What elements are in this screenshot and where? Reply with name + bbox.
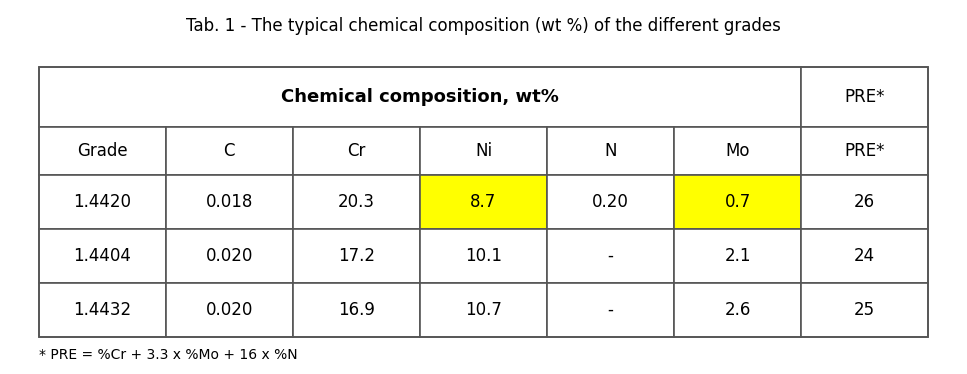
Text: 20.3: 20.3 <box>337 193 375 211</box>
Text: * PRE = %Cr + 3.3 x %Mo + 16 x %N: * PRE = %Cr + 3.3 x %Mo + 16 x %N <box>39 348 297 362</box>
Text: 25: 25 <box>854 301 875 319</box>
Bar <box>39 283 165 337</box>
Bar <box>39 67 928 337</box>
Bar <box>674 126 802 175</box>
Text: 1.4432: 1.4432 <box>73 301 132 319</box>
Bar <box>165 283 293 337</box>
Bar <box>165 229 293 283</box>
Text: 0.7: 0.7 <box>724 193 750 211</box>
Bar <box>547 126 674 175</box>
Bar <box>293 175 420 229</box>
Text: Chemical composition, wt%: Chemical composition, wt% <box>281 88 559 106</box>
Bar <box>420 283 547 337</box>
Text: 1.4420: 1.4420 <box>73 193 132 211</box>
Bar <box>420 126 547 175</box>
Text: 2.6: 2.6 <box>724 301 750 319</box>
Bar <box>802 283 928 337</box>
Text: 0.018: 0.018 <box>206 193 253 211</box>
Text: 24: 24 <box>854 247 875 265</box>
Text: 0.020: 0.020 <box>206 247 253 265</box>
Bar <box>802 229 928 283</box>
Text: 8.7: 8.7 <box>470 193 497 211</box>
Text: Mo: Mo <box>725 142 750 160</box>
Text: PRE*: PRE* <box>844 88 885 106</box>
Text: Grade: Grade <box>77 142 128 160</box>
Text: 10.7: 10.7 <box>465 301 502 319</box>
Bar <box>165 126 293 175</box>
Bar <box>802 126 928 175</box>
Text: 10.1: 10.1 <box>465 247 502 265</box>
Bar <box>420 175 547 229</box>
Text: 0.020: 0.020 <box>206 301 253 319</box>
Text: Tab. 1 - The typical chemical composition (wt %) of the different grades: Tab. 1 - The typical chemical compositio… <box>186 17 781 35</box>
Bar <box>674 229 802 283</box>
Text: C: C <box>223 142 235 160</box>
Bar <box>674 283 802 337</box>
Bar <box>39 126 165 175</box>
Bar <box>293 229 420 283</box>
Bar <box>39 175 165 229</box>
Bar <box>674 175 802 229</box>
Bar <box>802 175 928 229</box>
Text: 0.20: 0.20 <box>592 193 629 211</box>
Bar <box>420 229 547 283</box>
Bar <box>547 229 674 283</box>
Text: PRE*: PRE* <box>844 142 885 160</box>
Bar <box>39 229 165 283</box>
Text: Cr: Cr <box>347 142 366 160</box>
Text: N: N <box>604 142 617 160</box>
Bar <box>39 67 802 126</box>
Text: 16.9: 16.9 <box>338 301 375 319</box>
Bar <box>547 283 674 337</box>
Text: 26: 26 <box>854 193 875 211</box>
Bar <box>165 175 293 229</box>
Text: 2.1: 2.1 <box>724 247 751 265</box>
Text: -: - <box>607 247 613 265</box>
Bar <box>547 175 674 229</box>
Bar <box>293 283 420 337</box>
Text: Ni: Ni <box>475 142 492 160</box>
Text: 1.4404: 1.4404 <box>73 247 132 265</box>
Text: 17.2: 17.2 <box>337 247 375 265</box>
Bar <box>802 67 928 126</box>
Bar <box>293 126 420 175</box>
Text: -: - <box>607 301 613 319</box>
